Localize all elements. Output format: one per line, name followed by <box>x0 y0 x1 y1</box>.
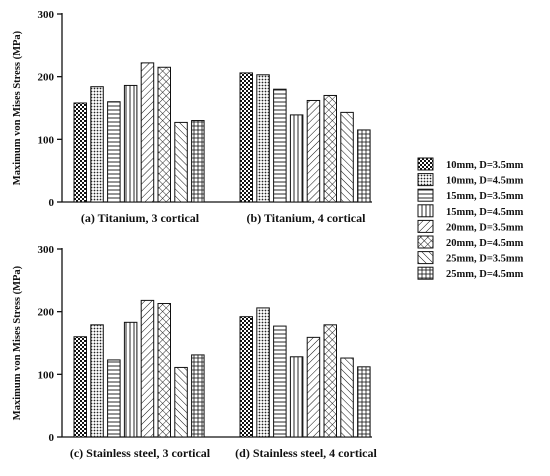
bar <box>107 359 121 438</box>
legend-label: 15mm, D=3.5mm <box>446 191 524 202</box>
legend-label: 10mm, D=3.5mm <box>446 160 524 171</box>
panel-title: (c) Stainless steel, 3 cortical <box>70 446 211 460</box>
bar <box>90 86 104 203</box>
legend-swatch <box>417 235 434 249</box>
legend-label: 20mm, D=3.5mm <box>446 222 524 233</box>
plot-layer: Maximum von Mises Stress (MPa) 0 100 200 300… <box>12 9 377 460</box>
bar <box>306 99 321 203</box>
bar <box>174 121 188 203</box>
bar <box>256 307 270 438</box>
y-tick-label: 300 <box>38 9 55 21</box>
bar <box>239 316 253 438</box>
bar <box>256 74 270 203</box>
bar <box>157 66 171 203</box>
legend-swatch <box>417 173 434 187</box>
bar <box>289 356 304 438</box>
bar <box>191 354 205 438</box>
panel-title: (b) Titanium, 4 cortical <box>247 211 367 225</box>
bar <box>323 94 337 203</box>
legend-swatch <box>417 188 434 202</box>
bar <box>340 111 354 203</box>
bar <box>123 321 138 438</box>
legend-label: 10mm, D=4.5mm <box>446 176 524 187</box>
y-tick-label: 100 <box>38 369 55 381</box>
bar <box>340 357 354 438</box>
legend-label: 20mm, D=4.5mm <box>446 238 524 249</box>
legend-label: 25mm, D=3.5mm <box>446 254 524 265</box>
bar <box>323 324 337 438</box>
bar <box>73 336 87 438</box>
bar <box>273 88 287 203</box>
bar <box>191 120 205 203</box>
legend: 10mm, D=3.5mm 10mm, D=4.5mm 15mm, D=3.5mm 1… <box>417 157 524 280</box>
bar <box>273 325 287 438</box>
legend-swatch <box>417 219 434 233</box>
panel-title: (a) Titanium, 3 cortical <box>81 211 200 225</box>
y-tick-label: 200 <box>38 307 55 319</box>
legend-swatch <box>417 266 434 280</box>
y-tick-label: 300 <box>38 244 55 256</box>
legend-swatch <box>417 251 434 265</box>
bar <box>140 62 155 203</box>
y-axis-label: Maximum von Mises Stress (MPa) <box>12 265 23 420</box>
bar <box>140 299 155 438</box>
y-tick-label: 200 <box>38 72 55 84</box>
y-tick-label: 100 <box>38 134 55 146</box>
legend-label: 15mm, D=4.5mm <box>446 207 524 218</box>
y-tick-label: 0 <box>49 432 55 444</box>
legend-swatch <box>417 157 434 171</box>
bar <box>107 101 121 203</box>
legend-label: 25mm, D=4.5mm <box>446 269 524 280</box>
bar <box>157 303 171 438</box>
bar <box>357 366 371 438</box>
bar <box>73 102 87 203</box>
bar <box>289 114 304 203</box>
panel-title: (d) Stainless steel, 4 cortical <box>235 446 377 460</box>
y-tick-label: 0 <box>49 197 55 209</box>
bar <box>90 324 104 438</box>
legend-swatch <box>417 204 434 218</box>
bar <box>239 72 253 203</box>
bar <box>357 129 371 203</box>
bar <box>174 366 188 438</box>
y-axis-label: Maximum von Mises Stress (MPa) <box>12 30 23 185</box>
bar <box>306 336 321 438</box>
bar <box>123 84 138 203</box>
